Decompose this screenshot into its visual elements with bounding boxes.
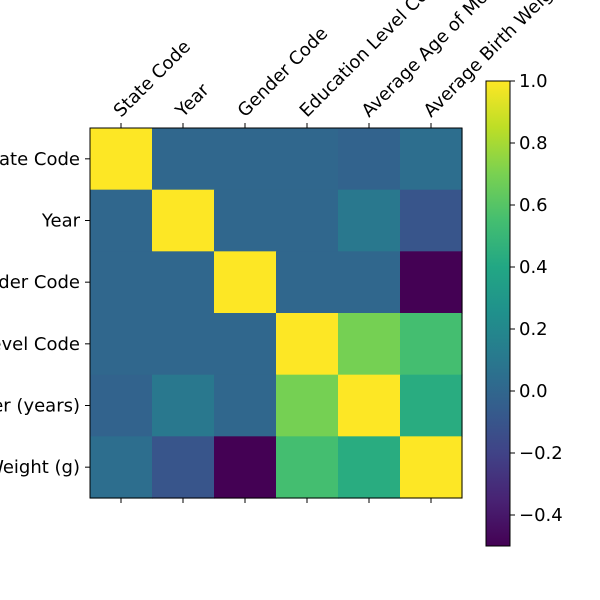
colorbar-tick-label-7: 1.0 [519,71,548,92]
heatmap-cell-r1-c5 [400,189,463,252]
colorbar-ticks: −0.4 −0.2 0.0 0.2 0.4 0.6 0.8 1.0 [510,71,563,526]
heatmap-cell-r3-c0 [90,313,153,376]
heatmap-cell-r3-c1 [152,313,215,376]
heatmap-cell-r0-c3 [276,128,339,191]
colorbar-tick-label-1: −0.2 [519,443,563,464]
colorbar-tick-label-6: 0.8 [519,133,548,154]
y-tick-label-2: Gender Code [0,272,80,293]
heatmap-cell-r5-c3 [276,436,339,499]
heatmap-cell-r3-c2 [214,313,277,376]
y-tick-label-4: Average Age of Mother (years) [0,396,80,417]
heatmap-cell-r0-c0 [90,128,153,191]
y-tick-label-1: Year [41,211,81,232]
heatmap-cell-r4-c5 [400,374,463,437]
y-tick-label-3: Education Level Code [0,334,80,355]
heatmap-cells [90,128,463,499]
heatmap-cell-r5-c5 [400,436,463,499]
heatmap-cell-r0-c2 [214,128,277,191]
heatmap-cell-r3-c5 [400,313,463,376]
heatmap-cell-r1-c2 [214,189,277,252]
colorbar-frame [485,80,511,547]
heatmap-cell-r2-c5 [400,251,463,314]
heatmap-cell-r1-c3 [276,189,339,252]
heatmap-cell-r1-c4 [338,189,401,252]
y-axis-ticks: State Code Year Gender Code Education Level… [0,149,90,478]
y-tick-label-5: Average Birth Weight (g) [0,457,80,478]
heatmap-cell-r2-c2 [214,251,277,314]
heatmap-cell-r1-c0 [90,189,153,252]
colorbar: −0.4 −0.2 0.0 0.2 0.4 0.6 0.8 1.0 [485,71,563,547]
colorbar-gradient [486,81,510,546]
x-tick-label-1: Year [171,79,214,122]
heatmap-cell-r3-c3 [276,313,339,376]
heatmap-cell-r2-c0 [90,251,153,314]
heatmap-cell-r5-c1 [152,436,215,499]
colorbar-tick-label-5: 0.6 [519,195,548,216]
heatmap-cell-r4-c2 [214,374,277,437]
heatmap-cell-r1-c1 [152,189,215,252]
y-tick-label-0: State Code [0,149,80,170]
heatmap-cell-r3-c4 [338,313,401,376]
heatmap-cell-r4-c0 [90,374,153,437]
heatmap-cell-r4-c4 [338,374,401,437]
heatmap-cell-r4-c3 [276,374,339,437]
heatmap-cell-r5-c0 [90,436,153,499]
colorbar-tick-label-4: 0.4 [519,257,548,278]
heatmap-frame [89,127,463,499]
heatmap-cell-r4-c1 [152,374,215,437]
heatmap-cell-r2-c1 [152,251,215,314]
colorbar-tick-label-3: 0.2 [519,319,548,340]
heatmap-cell-r0-c4 [338,128,401,191]
heatmap-cell-r2-c4 [338,251,401,314]
heatmap-cell-r2-c3 [276,251,339,314]
colorbar-tick-label-2: 0.0 [519,381,548,402]
heatmap-cell-r0-c1 [152,128,215,191]
heatmap-cell-r5-c4 [338,436,401,499]
colorbar-tick-label-0: −0.4 [519,505,563,526]
heatmap-cell-r5-c2 [214,436,277,499]
heatmap-cell-r0-c5 [400,128,463,191]
